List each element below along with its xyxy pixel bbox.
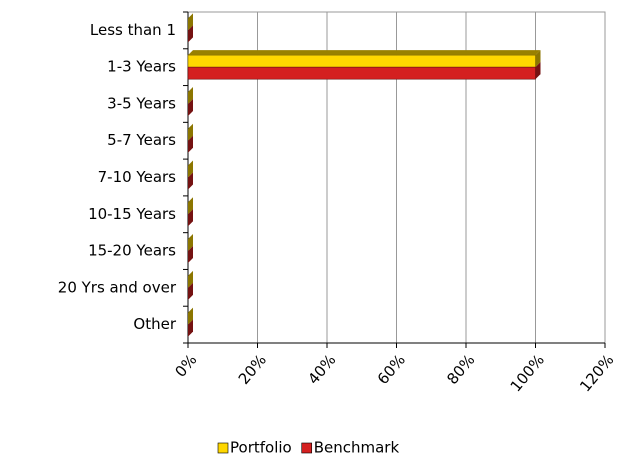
bar-side xyxy=(188,86,193,104)
x-tick-label-group: 120% xyxy=(576,351,617,395)
bar-top xyxy=(188,50,541,56)
x-tick-label: 40% xyxy=(304,351,339,388)
bar-side xyxy=(188,160,193,178)
y-tick-label: 5-7 Years xyxy=(107,131,176,149)
x-tick-label: 60% xyxy=(374,351,409,388)
bar-side xyxy=(188,13,193,31)
bar-side xyxy=(188,172,193,190)
bar-side xyxy=(188,197,193,215)
bar xyxy=(187,54,536,68)
bar-side xyxy=(535,62,541,80)
x-tick-label-group: 40% xyxy=(304,351,339,388)
bar-side xyxy=(188,98,193,116)
y-tick-label: 20 Yrs and over xyxy=(58,278,177,296)
bar-side xyxy=(188,234,193,252)
bar-side xyxy=(188,246,193,264)
x-tick-label: 0% xyxy=(171,351,200,381)
bar-side xyxy=(188,209,193,227)
y-tick-label: Less than 1 xyxy=(90,21,176,39)
x-tick-label-group: 80% xyxy=(443,351,478,388)
y-tick-label: 15-20 Years xyxy=(88,242,176,260)
bar-side xyxy=(188,282,193,300)
x-tick-label-group: 100% xyxy=(507,351,548,395)
bar-side xyxy=(188,307,193,325)
bar-side xyxy=(535,50,541,68)
y-tick-label: 10-15 Years xyxy=(88,205,176,223)
bar-side xyxy=(188,319,193,337)
x-tick-label: 100% xyxy=(507,351,548,395)
legend-swatch xyxy=(217,442,229,454)
bar xyxy=(187,66,536,80)
y-tick-label: Other xyxy=(133,315,176,333)
x-tick-label: 120% xyxy=(576,351,617,395)
legend-label: Portfolio xyxy=(230,439,292,457)
bar-side xyxy=(188,135,193,153)
legend-label: Benchmark xyxy=(314,439,400,457)
x-tick-label-group: 0% xyxy=(171,351,200,381)
bar-side xyxy=(188,25,193,43)
x-tick-label-group: 20% xyxy=(235,351,270,388)
x-tick-label: 80% xyxy=(443,351,478,388)
y-tick-label: 7-10 Years xyxy=(98,168,177,186)
y-tick-label: 3-5 Years xyxy=(107,94,176,112)
bar-side xyxy=(188,123,193,141)
bar-side xyxy=(188,270,193,288)
x-tick-label: 20% xyxy=(235,351,270,388)
y-tick-label: 1-3 Years xyxy=(107,58,176,76)
x-tick-label-group: 60% xyxy=(374,351,409,388)
legend-swatch xyxy=(301,442,313,454)
